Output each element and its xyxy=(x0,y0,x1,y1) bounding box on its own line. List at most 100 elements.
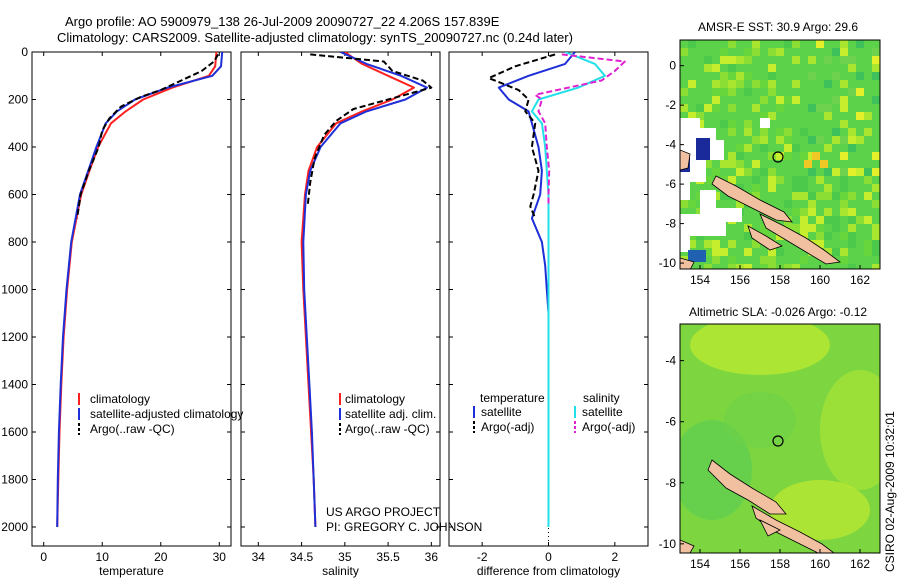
project-label: US ARGO PROJECT xyxy=(326,505,441,519)
sst-cell xyxy=(816,216,824,224)
salinity-x-tick-label: 34.5 xyxy=(290,550,314,564)
sst-cell xyxy=(824,192,832,200)
sst-cell xyxy=(872,48,880,56)
sst-cell xyxy=(808,168,816,176)
sst-cell xyxy=(792,224,800,232)
sst-cell xyxy=(792,176,800,184)
sst_map-lat-label: 0 xyxy=(669,59,676,73)
sst-cell xyxy=(812,152,820,160)
depth-tick-label: 0 xyxy=(21,45,28,59)
sst-cold-patch xyxy=(696,138,710,160)
sst-cell xyxy=(840,48,848,56)
sst-cell xyxy=(784,264,792,269)
sst-cell xyxy=(848,64,856,72)
difference-x-axis-label: difference from climatology xyxy=(477,564,620,578)
depth-tick-label: 1600 xyxy=(1,425,28,439)
salinity-x-tick-label: 35 xyxy=(338,550,352,564)
sla_map-lat-label: -8 xyxy=(665,476,676,490)
sst-cell xyxy=(820,160,828,168)
legend-header: salinity xyxy=(583,391,620,405)
sst-cell xyxy=(848,240,856,248)
sst-cell xyxy=(824,216,832,224)
sst-cell xyxy=(864,240,872,248)
sst-cell xyxy=(768,48,776,56)
sst-cell xyxy=(808,56,816,64)
sst-cell xyxy=(768,264,776,269)
sst-cell xyxy=(824,248,832,256)
sst-cell xyxy=(864,112,872,120)
salinity-x-tick-label: 36 xyxy=(425,550,439,564)
sst-cell xyxy=(856,216,864,224)
sst-cell xyxy=(776,48,784,56)
sst-cell xyxy=(872,96,880,104)
sst-cell xyxy=(824,184,832,192)
sst-cell xyxy=(752,176,760,184)
sst-cell xyxy=(816,240,824,248)
sst-cell xyxy=(808,136,816,144)
sst-cell xyxy=(864,128,872,136)
legend-label: satellite-adjusted climatology xyxy=(90,407,243,421)
sst-cell xyxy=(784,40,792,48)
sst-cell xyxy=(760,144,768,152)
sst-island xyxy=(680,257,695,269)
sst-cell xyxy=(728,64,736,72)
sst_map-lat-label: -6 xyxy=(665,177,676,191)
difference-x-tick-label: -2 xyxy=(477,550,488,564)
sst-cell xyxy=(832,224,840,232)
temperature-axes-frame xyxy=(31,51,232,547)
sst-cell xyxy=(728,264,736,269)
depth-tick-label: 400 xyxy=(8,140,28,154)
sst-cell xyxy=(800,256,808,264)
sst-cell xyxy=(804,160,812,168)
sst-cell xyxy=(744,264,752,269)
difference-legend: temperature salinity satellite Argo(-adj… xyxy=(473,391,635,434)
sst-cell xyxy=(712,248,720,256)
sst-cell xyxy=(816,176,824,184)
sst-cell xyxy=(848,224,856,232)
sst-cell xyxy=(744,72,752,80)
sst-cell xyxy=(800,224,808,232)
legend-label: Argo(..raw -QC) xyxy=(345,422,430,436)
sst-cell xyxy=(728,128,736,136)
temperature-legend: climatology satellite-adjusted climatolo… xyxy=(78,392,243,436)
sst-cell xyxy=(728,104,736,112)
sst-island xyxy=(747,225,783,251)
sst_map-lat-label: -10 xyxy=(659,256,677,270)
sst-cell xyxy=(872,264,880,269)
difference-series-salinity-argo-adj xyxy=(534,53,626,207)
salinity-series-satellite-adj-clim xyxy=(302,52,428,528)
sst-cell xyxy=(848,144,856,152)
sst-cell xyxy=(848,264,856,269)
sst-cell xyxy=(776,136,784,144)
depth-tick-label: 1000 xyxy=(1,283,28,297)
sst-cell xyxy=(752,136,760,144)
sst-cell xyxy=(768,184,776,192)
sst-cell xyxy=(872,240,880,248)
sla-map xyxy=(680,324,880,553)
salinity-series-climatology xyxy=(300,52,415,528)
sst-cell xyxy=(776,104,784,112)
legend-label: satellite adj. clim. xyxy=(345,407,436,421)
sst-cell xyxy=(744,128,752,136)
sst-cell xyxy=(824,56,832,64)
sst-cell xyxy=(752,160,760,168)
sst-cell xyxy=(872,224,880,232)
sst-cell xyxy=(696,104,704,112)
sst-cell xyxy=(848,56,856,64)
sst-cell xyxy=(776,248,784,256)
sst-cell xyxy=(744,120,752,128)
sst-island xyxy=(711,175,793,223)
sst-cell xyxy=(832,248,840,256)
sst-cell xyxy=(840,80,848,88)
sst-cell xyxy=(704,56,712,64)
timestamp-label: CSIRO 02-Aug-2009 10:32:01 xyxy=(883,411,897,572)
salinity-legend: climatology satellite adj. clim. Argo(..… xyxy=(339,392,436,436)
sst-cell xyxy=(744,88,752,96)
salinity-x-tick-label: 35.5 xyxy=(376,550,400,564)
sst-cell xyxy=(768,64,776,72)
sst-cell xyxy=(864,248,872,256)
sst-cell xyxy=(808,200,816,208)
sst-cell xyxy=(840,248,848,256)
sst-cell xyxy=(792,96,800,104)
legend-label: climatology xyxy=(345,392,405,406)
